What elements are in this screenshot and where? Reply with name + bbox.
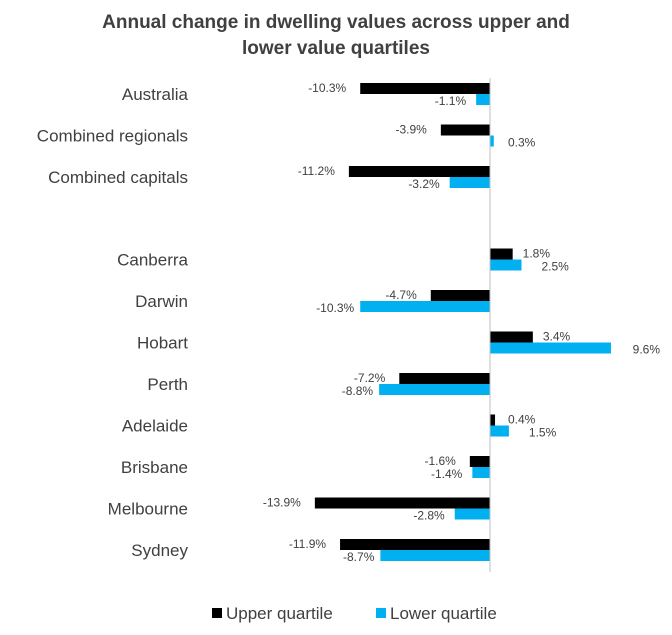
chart-title-line-2: lower value quartiles [242, 38, 430, 59]
lower-quartile-label-combined-regionals: 0.3% [508, 136, 536, 150]
category-label-sydney: Sydney [131, 541, 188, 560]
lower-quartile-label-perth: -8.8% [342, 384, 374, 398]
upper-quartile-legend-swatch [212, 608, 222, 618]
lower-quartile-bar-melbourne [454, 508, 490, 520]
upper-quartile-label-adelaide: 0.4% [508, 413, 536, 427]
lower-quartile-legend-swatch [376, 608, 386, 618]
category-label-brisbane: Brisbane [121, 458, 188, 477]
upper-quartile-legend-label: Upper quartile [226, 604, 333, 623]
upper-quartile-label-brisbane: -1.6% [424, 454, 456, 468]
upper-quartile-bar-canberra [490, 248, 513, 260]
category-label-melbourne: Melbourne [108, 500, 188, 519]
upper-quartile-label-canberra: 1.8% [523, 247, 551, 261]
lower-quartile-bar-adelaide [490, 425, 509, 437]
upper-quartile-label-perth: -7.2% [354, 371, 386, 385]
bars [314, 83, 611, 561]
upper-quartile-bar-australia [360, 83, 490, 94]
lower-quartile-bar-combined-regionals [490, 135, 494, 147]
category-label-australia: Australia [122, 85, 189, 104]
upper-quartile-label-sydney: -11.9% [289, 537, 326, 551]
lower-quartile-label-adelaide: 1.5% [529, 426, 557, 440]
legend: Upper quartile Lower quartile [212, 604, 497, 623]
upper-quartile-label-combined-regionals: -3.9% [396, 123, 428, 137]
chart-title-line-1: Annual change in dwelling values across … [102, 12, 570, 33]
category-labels: Australia Combined regionals Combined capi… [37, 85, 189, 560]
upper-quartile-label-darwin: -4.7% [385, 288, 417, 302]
lower-quartile-bar-perth [379, 384, 490, 395]
upper-quartile-bar-adelaide [490, 414, 496, 426]
upper-quartile-bar-brisbane [469, 456, 490, 467]
upper-quartile-bar-melbourne [314, 497, 490, 509]
category-label-combined-capitals: Combined capitals [48, 168, 188, 187]
chart-title: Annual change in dwelling values across … [0, 10, 672, 62]
upper-quartile-bar-combined-capitals [348, 166, 490, 177]
upper-quartile-label-hobart: 3.4% [543, 330, 571, 344]
upper-quartile-bar-hobart [490, 331, 533, 343]
category-label-canberra: Canberra [117, 251, 188, 270]
lower-quartile-label-brisbane: -1.4% [431, 467, 463, 481]
lower-quartile-bar-sydney [380, 550, 490, 561]
lower-quartile-label-australia: -1.1% [435, 94, 467, 108]
lower-quartile-label-combined-capitals: -3.2% [408, 177, 440, 191]
category-label-hobart: Hobart [137, 334, 188, 353]
lower-quartile-bar-darwin [360, 301, 490, 312]
category-label-darwin: Darwin [135, 292, 188, 311]
lower-quartile-bar-brisbane [472, 467, 490, 478]
value-labels: -10.3% -1.1% -3.9% 0.3% -11.2% -3.2% 1.8%2.5% -… [263, 81, 660, 564]
lower-quartile-label-darwin: -10.3% [316, 301, 354, 315]
lower-quartile-bar-australia [476, 94, 490, 105]
lower-quartile-label-sydney: -8.7% [343, 550, 375, 564]
lower-quartile-label-melbourne: -2.8% [413, 509, 445, 523]
upper-quartile-bar-sydney [340, 539, 490, 550]
category-label-adelaide: Adelaide [122, 417, 188, 436]
lower-quartile-bar-combined-capitals [449, 177, 490, 188]
lower-quartile-label-hobart: 9.6% [633, 343, 661, 357]
upper-quartile-label-combined-capitals: -11.2% [298, 164, 335, 178]
upper-quartile-bar-combined-regionals [440, 124, 490, 136]
lower-quartile-bar-hobart [490, 342, 611, 354]
upper-quartile-bar-darwin [430, 290, 490, 301]
upper-quartile-bar-perth [399, 373, 490, 384]
lower-quartile-legend-label: Lower quartile [390, 604, 497, 623]
lower-quartile-label-canberra: 2.5% [542, 260, 570, 274]
upper-quartile-label-australia: -10.3% [308, 81, 346, 95]
category-label-perth: Perth [147, 375, 188, 394]
category-label-combined-regionals: Combined regionals [37, 127, 188, 146]
lower-quartile-bar-canberra [490, 259, 522, 271]
upper-quartile-label-melbourne: -13.9% [263, 496, 301, 510]
